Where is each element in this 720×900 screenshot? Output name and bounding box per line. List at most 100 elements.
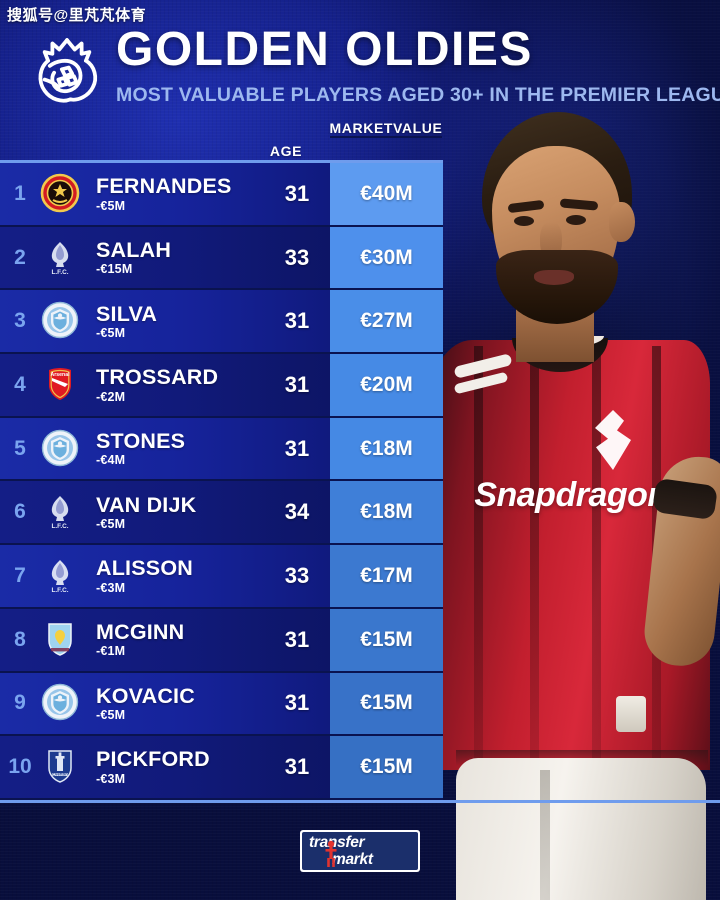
photo-mouth (534, 270, 574, 285)
market-value: €30M (330, 226, 443, 291)
photo-face (492, 146, 620, 308)
market-value: €40M (330, 163, 443, 227)
shirt-hem (456, 750, 708, 766)
row-main: 5 STONES -€4M 31 (0, 417, 330, 482)
rank-number: 1 (14, 181, 26, 205)
shorts-fold (540, 770, 550, 900)
club-crest-icon (40, 173, 82, 215)
player-age: 34 (284, 499, 310, 525)
player-age: 31 (284, 754, 310, 780)
table-row[interactable]: 2 L.F.C. SALAH -€15M 33 €30M (0, 226, 443, 291)
value-change: -€5M (96, 516, 126, 531)
transfermarkt-logo: transfer markt (300, 830, 420, 872)
value-change: -€2M (96, 389, 126, 404)
row-main: 4 Arsenal TROSSARD -€2M 31 (0, 354, 330, 418)
player-info: KOVACIC -€5M (82, 683, 270, 723)
photo-shirt (428, 340, 710, 770)
shirt-collar-trim (516, 336, 604, 348)
svg-text:L.F.C.: L.F.C. (51, 269, 68, 276)
value-change: -€5M (96, 708, 126, 723)
column-header-market-value-line2: VALUE (393, 120, 443, 136)
value-change: -€4M (96, 453, 126, 468)
photo-neck (516, 306, 594, 362)
rank-number: 9 (14, 691, 26, 715)
rank-number: 6 (14, 500, 26, 524)
player-name: KOVACIC (96, 683, 195, 708)
shirt-shoulder-stripe (453, 371, 509, 395)
row-main: 2 L.F.C. SALAH -€15M 33 (0, 226, 330, 291)
player-name: VAN DIJK (96, 492, 197, 517)
photo-eye (514, 216, 534, 226)
header: GOLDEN OLDIES MOST VALUABLE PLAYERS AGED… (0, 22, 720, 118)
row-main: 8 MCGINN -€1M 31 (0, 608, 330, 673)
table-bottom-divider (0, 800, 720, 803)
transfermarkt-word-transfer: transfer (309, 834, 365, 851)
rank-number: 10 (8, 755, 32, 779)
shirt-stripe (530, 346, 539, 766)
player-info: ALISSON -€3M (82, 556, 270, 595)
player-info: FERNANDES -€5M (82, 175, 270, 213)
player-name: ALISSON (96, 556, 193, 581)
club-crest-icon (40, 300, 82, 342)
row-main: 10 Everton PICKFORD -€3M 31 (0, 736, 330, 800)
shirt-stripe (592, 346, 601, 766)
club-crest-icon: Everton (40, 746, 82, 788)
rank-number: 5 (14, 436, 26, 460)
page-subtitle: MOST VALUABLE PLAYERS AGED 30+ IN THE PR… (116, 84, 720, 106)
market-value: €18M (330, 417, 443, 482)
row-main: 6 L.F.C. VAN DIJK -€5M 34 (0, 481, 330, 546)
player-name: SALAH (96, 237, 172, 262)
shirt-badge (616, 696, 646, 732)
table-row[interactable]: 8 MCGINN -€1M 31 €15M (0, 608, 443, 673)
photo-nose (540, 222, 562, 262)
player-age: 31 (284, 371, 310, 397)
table-row[interactable]: 3 SILVA -€5M 31 €27M (0, 290, 443, 355)
transfermarkt-figure-icon (325, 840, 337, 867)
photo-eyebrow (559, 198, 599, 211)
column-header-age: AGE (269, 143, 303, 159)
club-crest-icon (40, 619, 82, 661)
player-age: 31 (284, 690, 310, 716)
player-info: VAN DIJK -€5M (82, 492, 270, 531)
photo-hair (482, 112, 632, 262)
photo-eye (566, 215, 586, 225)
row-main: 3 SILVA -€5M 31 (0, 290, 330, 355)
column-header-market-value-line1: MARKET (329, 120, 394, 136)
table-row[interactable]: 6 L.F.C. VAN DIJK -€5M 34 €18M (0, 481, 443, 546)
table-row[interactable]: 4 Arsenal TROSSARD -€2M 31 €20M (0, 354, 443, 418)
rank-number: 8 (14, 627, 26, 651)
table-row[interactable]: 9 KOVACIC -€5M 31 €15M (0, 672, 443, 737)
table-row[interactable]: 5 STONES -€4M 31 €18M (0, 417, 443, 482)
player-age: 33 (284, 244, 310, 270)
player-photo: Snapdragon (420, 110, 720, 900)
market-value: €15M (330, 736, 443, 800)
table-row[interactable]: 1 FERNANDES -€5M 31 €40M (0, 163, 443, 227)
club-crest-icon (40, 682, 82, 724)
club-crest-icon: Arsenal (40, 364, 82, 406)
ranking-table: 1 FERNANDES -€5M 31 €40M 2 L.F.C. SALAH -€15M… (0, 163, 443, 800)
market-value: €18M (330, 481, 443, 546)
table-top-divider (0, 160, 443, 163)
rank-number: 3 (14, 309, 26, 333)
photo-ear (609, 202, 635, 242)
table-row[interactable]: 7 L.F.C. ALISSON -€3M 33 €17M (0, 545, 443, 609)
row-main: 1 FERNANDES -€5M 31 (0, 163, 330, 227)
player-age: 33 (284, 562, 310, 588)
market-value: €15M (330, 672, 443, 737)
player-age: 31 (284, 435, 310, 461)
page-title: GOLDEN OLDIES (116, 23, 533, 76)
photo-beard (496, 250, 618, 324)
player-name: SILVA (96, 301, 158, 326)
club-crest-icon: L.F.C. (40, 555, 82, 597)
market-value: €20M (330, 354, 443, 418)
table-row[interactable]: 10 Everton PICKFORD -€3M 31 €15M (0, 736, 443, 800)
player-info: PICKFORD -€3M (82, 748, 270, 786)
value-change: -€1M (96, 644, 126, 659)
photo-shadow (430, 130, 710, 890)
row-main: 7 L.F.C. ALISSON -€3M 33 (0, 545, 330, 609)
transfermarkt-word-markt: markt (332, 851, 373, 868)
rank-number: 4 (14, 372, 26, 396)
value-change: -€5M (96, 198, 126, 213)
svg-text:Everton: Everton (52, 772, 68, 777)
